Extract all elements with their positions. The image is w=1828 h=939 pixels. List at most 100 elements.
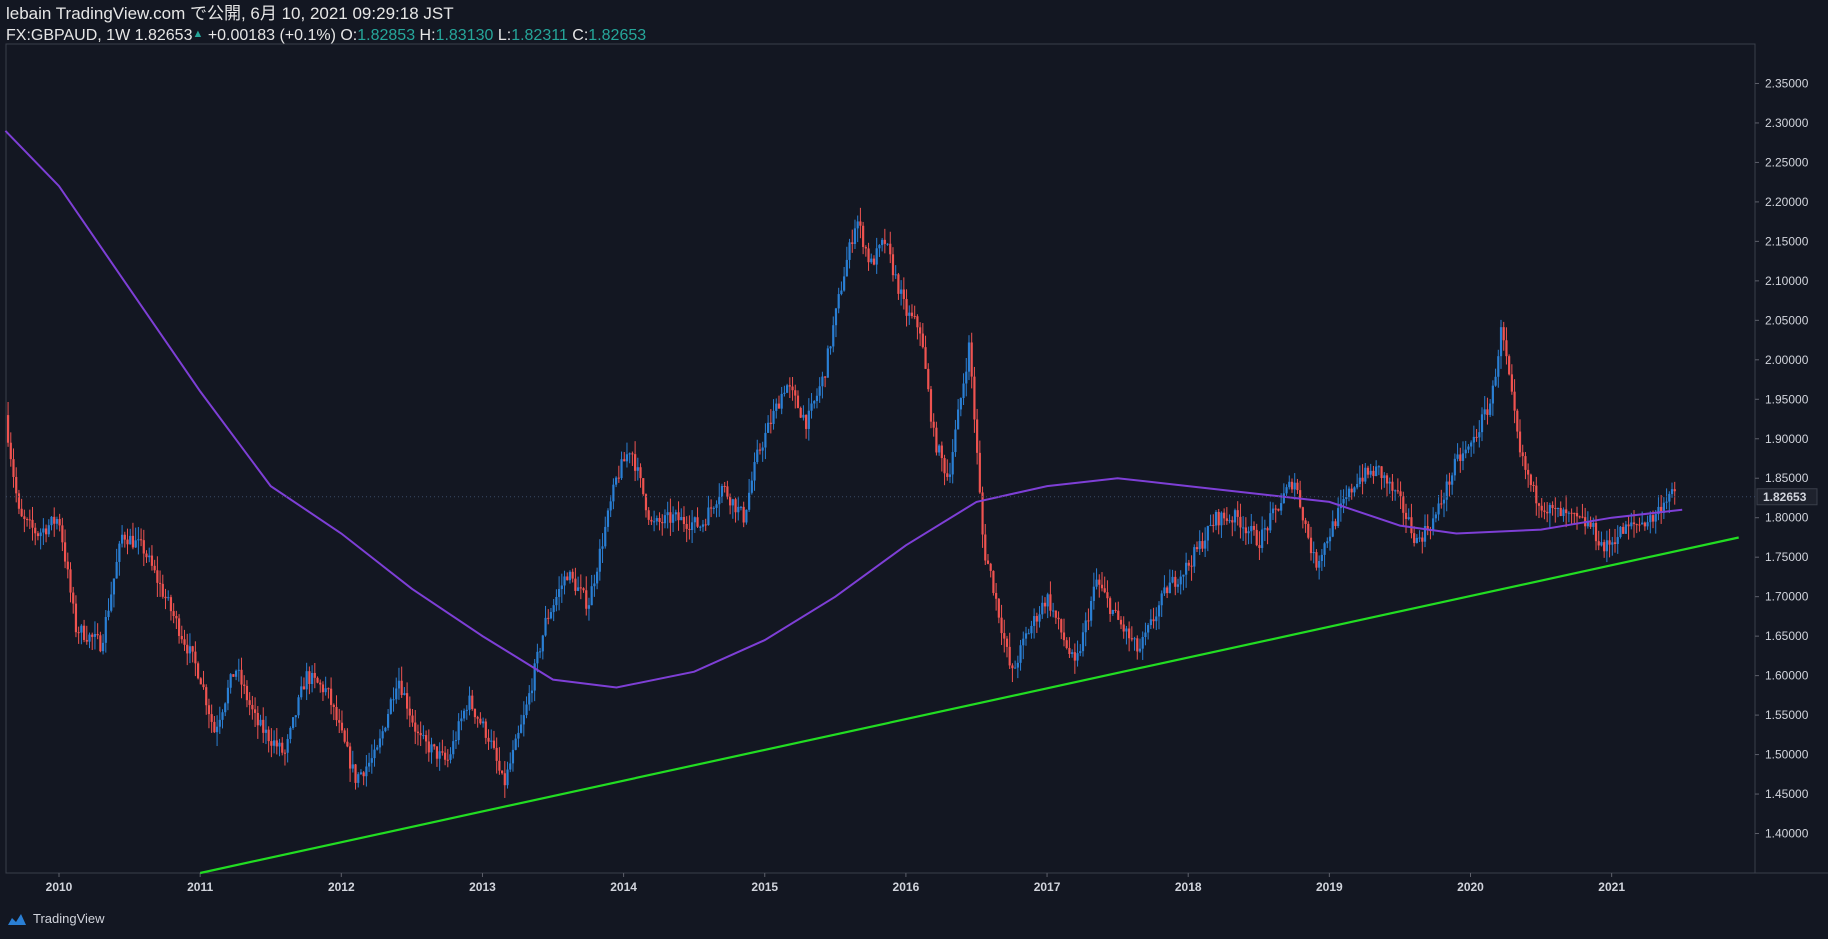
candle-body — [1152, 619, 1155, 622]
footer-brand-label: TradingView — [33, 911, 105, 926]
candle-body — [1271, 508, 1275, 514]
candle-body — [229, 674, 232, 688]
candle-body — [707, 507, 710, 526]
candle-body — [978, 452, 981, 493]
candle-body — [1356, 483, 1359, 488]
candle-body — [1421, 537, 1424, 542]
candle-body — [1603, 542, 1606, 552]
candle-body — [1627, 524, 1630, 527]
candle-body — [636, 467, 639, 471]
close-value: 1.82653 — [588, 27, 647, 44]
candle-body — [1375, 466, 1378, 477]
footer-brand[interactable]: TradingView — [6, 911, 105, 926]
candle-body — [1559, 507, 1562, 517]
candle-body — [674, 512, 677, 515]
candle-body — [1022, 638, 1025, 646]
candle-body — [644, 494, 648, 511]
candle-body — [748, 492, 751, 510]
candle-body — [536, 651, 539, 664]
candle-body — [1491, 385, 1494, 404]
candle-body — [1402, 496, 1405, 513]
candle-body — [938, 445, 941, 453]
y-tick-label: 1.40000 — [1765, 827, 1809, 841]
candle-body — [1567, 512, 1570, 514]
candle-body — [1345, 497, 1348, 499]
candle-body — [932, 421, 935, 428]
candle-body — [400, 680, 403, 695]
candle-body — [1239, 516, 1242, 528]
candle-body — [1109, 598, 1112, 614]
candle-body — [547, 617, 550, 619]
candle-body — [99, 635, 102, 652]
candle-body — [894, 274, 897, 276]
candle-body — [1461, 453, 1465, 461]
candle-body — [196, 663, 200, 679]
candle-body — [446, 759, 449, 761]
candle-body — [248, 700, 251, 705]
y-tick-label: 2.25000 — [1765, 155, 1809, 169]
candle-body — [272, 740, 276, 746]
candle-body — [1320, 554, 1323, 562]
candle-body — [758, 449, 762, 451]
candle-body — [1263, 528, 1266, 530]
candle-body — [1212, 524, 1215, 526]
candle-body — [1364, 467, 1367, 482]
candle-body — [1307, 523, 1310, 538]
candle-body — [631, 453, 634, 455]
candle-body — [15, 476, 18, 494]
candle-body — [1312, 552, 1315, 554]
candle-body — [332, 704, 335, 707]
candle-body — [943, 458, 946, 474]
candle-body — [872, 258, 876, 265]
candle-body — [498, 760, 501, 771]
candle-body — [405, 693, 409, 709]
candle-body — [720, 486, 724, 497]
candle-body — [1114, 609, 1117, 611]
candle-body — [39, 532, 42, 537]
candle-body — [482, 721, 485, 724]
candle-body — [650, 519, 653, 522]
candle-body — [1011, 665, 1014, 669]
candle-body — [1160, 593, 1163, 606]
y-tick-label: 2.05000 — [1765, 313, 1809, 327]
x-tick-label: 2016 — [893, 880, 920, 894]
candle-body — [568, 571, 572, 581]
candle-body — [1027, 633, 1030, 635]
x-tick-label: 2020 — [1457, 880, 1484, 894]
candle-body — [1122, 624, 1125, 632]
candle-body — [96, 633, 99, 636]
candle-body — [107, 610, 110, 617]
candle-body — [598, 548, 601, 572]
candle-body — [1052, 610, 1055, 612]
candle-body — [840, 290, 843, 295]
y-tick-label: 1.60000 — [1765, 669, 1809, 683]
candle-body — [604, 526, 607, 547]
candle-body — [935, 427, 938, 453]
candle-body — [897, 274, 900, 294]
candle-body — [384, 727, 387, 732]
candle-body — [1079, 651, 1082, 654]
candle-body — [1470, 442, 1473, 447]
candle-body — [1000, 617, 1003, 634]
candle-body — [9, 442, 12, 460]
candle-body — [1068, 647, 1071, 654]
candle-body — [609, 501, 612, 511]
candle-body — [82, 625, 86, 640]
candle-body — [1285, 487, 1288, 494]
candle-body — [663, 515, 667, 524]
candle-body — [739, 506, 743, 508]
candle-body — [1250, 525, 1253, 532]
candle-body — [1442, 499, 1446, 504]
candle-body — [251, 704, 254, 710]
candle-body — [1570, 512, 1573, 514]
candle-body — [183, 639, 186, 645]
candle-body — [696, 517, 699, 527]
y-tick-label: 1.70000 — [1765, 590, 1809, 604]
candle-body — [1201, 541, 1204, 549]
candle-body — [433, 744, 436, 747]
y-tick-label: 2.35000 — [1765, 76, 1809, 90]
candle-body — [137, 539, 140, 541]
candle-body — [606, 510, 610, 527]
candle-body — [1546, 511, 1549, 514]
